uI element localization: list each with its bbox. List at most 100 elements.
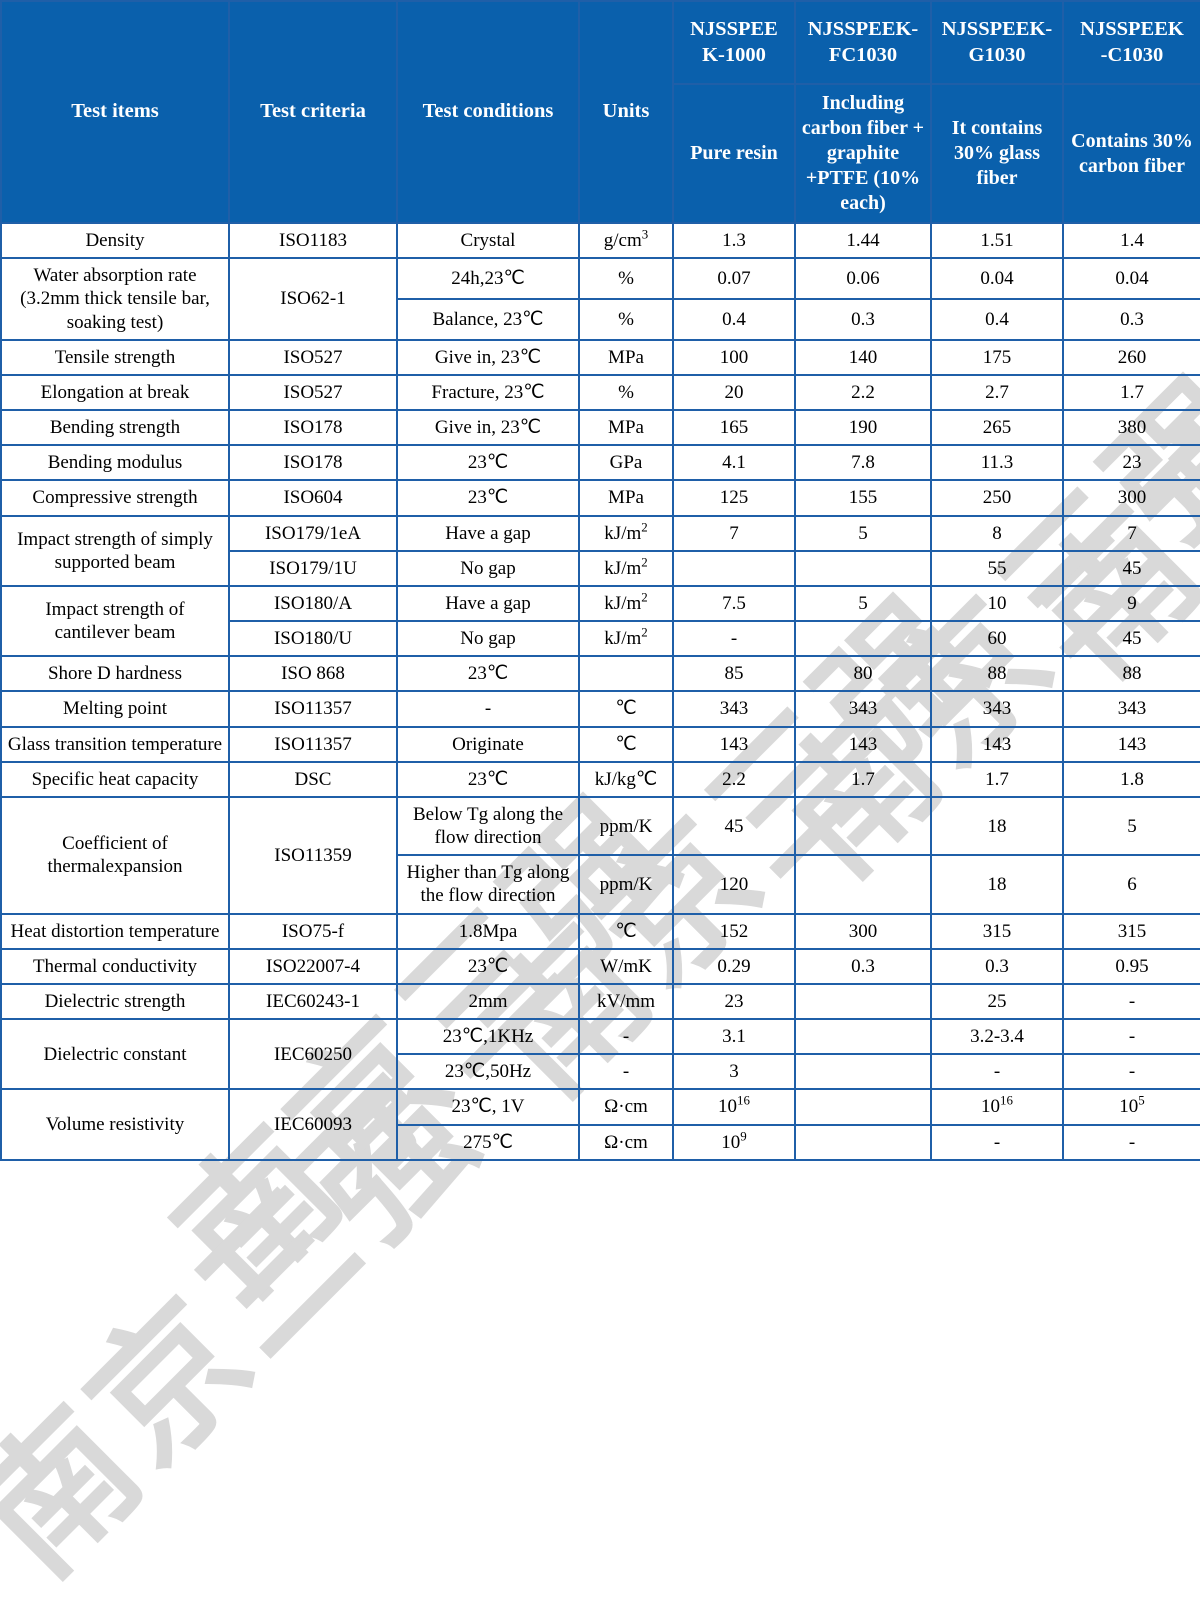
- test-criteria: ISO180/U: [228, 620, 398, 658]
- table-row: Specific heat capacity DSC 23℃ kJ/kg℃ 2.2 1.7…: [0, 760, 1200, 798]
- test-criteria: ISO62-1: [228, 257, 398, 341]
- test-condition: 2mm: [396, 982, 580, 1021]
- value-njsspeek-c1030: 23: [1062, 444, 1200, 482]
- table-row: Coefficient of thermalexpansion ISO11359 B…: [0, 795, 1200, 915]
- test-condition: 24h,23℃: [396, 257, 580, 300]
- measurement-unit: g/cm3: [578, 221, 674, 260]
- value-njsspeek-c1030: 1.8: [1062, 760, 1200, 798]
- test-condition: Have a gap: [396, 584, 580, 623]
- value-njsspeek-1000: 85: [672, 655, 796, 693]
- value-njsspeek-1000: 23: [672, 982, 796, 1021]
- value-njsspeek-fc1030: 0.3: [794, 297, 932, 341]
- value-njsspeek-g1030: 0.4: [930, 297, 1064, 341]
- header-row-titles: Test items Test criteria Test conditions…: [0, 0, 1200, 224]
- test-criteria: ISO180/A: [228, 584, 398, 623]
- value-njsspeek-fc1030: [794, 620, 932, 658]
- measurement-unit: kV/mm: [578, 982, 674, 1021]
- value-njsspeek-g1030: -: [930, 1123, 1064, 1161]
- test-criteria: ISO179/1eA: [228, 514, 398, 552]
- test-condition: 23℃,50Hz: [396, 1053, 580, 1091]
- value-njsspeek-g1030: 25: [930, 982, 1064, 1021]
- value-njsspeek-1000: 0.29: [672, 947, 796, 985]
- test-criteria: ISO22007-4: [228, 947, 398, 985]
- test-item-name: Coefficient of thermalexpansion: [0, 795, 230, 915]
- test-condition: Give in, 23℃: [396, 409, 580, 447]
- value-njsspeek-c1030: 260: [1062, 338, 1200, 376]
- value-njsspeek-c1030: 7: [1062, 514, 1200, 552]
- value-njsspeek-g1030: 0.04: [930, 257, 1064, 300]
- value-njsspeek-fc1030: [794, 1018, 932, 1056]
- value-njsspeek-fc1030: 0.06: [794, 257, 932, 300]
- exponent: 2: [641, 589, 648, 605]
- test-condition: Balance, 23℃: [396, 297, 580, 341]
- test-criteria: ISO178: [228, 444, 398, 482]
- exponent: 9: [740, 1128, 747, 1144]
- measurement-unit: ℃: [578, 725, 674, 763]
- test-condition: 23℃: [396, 479, 580, 517]
- test-item-name: Compressive strength: [0, 479, 230, 517]
- value-njsspeek-1000: 1016: [672, 1088, 796, 1126]
- value-njsspeek-fc1030: 5: [794, 514, 932, 552]
- value-njsspeek-c1030: 1.7: [1062, 373, 1200, 412]
- exponent: 16: [737, 1093, 750, 1109]
- product-name-line1: NJSSPEEK-: [941, 17, 1053, 40]
- value-njsspeek-g1030: 315: [930, 912, 1064, 950]
- value-njsspeek-1000: 20: [672, 373, 796, 412]
- measurement-unit: MPa: [578, 479, 674, 517]
- value-njsspeek-c1030: 0.04: [1062, 257, 1200, 300]
- value-njsspeek-g1030: 175: [930, 338, 1064, 376]
- table-row: Glass transition temperature ISO11357 Orig…: [0, 725, 1200, 763]
- value-njsspeek-g1030: 60: [930, 620, 1064, 658]
- value-njsspeek-1000: 109: [672, 1123, 796, 1161]
- test-condition: No gap: [396, 620, 580, 658]
- test-item-name: Impact strength of cantilever beam: [0, 584, 230, 658]
- test-criteria: ISO1183: [228, 221, 398, 260]
- test-condition: Higher than Tg along the flow direction: [396, 854, 580, 915]
- table-row: Tensile strength ISO527 Give in, 23℃ MPa 100…: [0, 338, 1200, 376]
- value-njsspeek-g1030: 1.51: [930, 221, 1064, 260]
- value-njsspeek-fc1030: [794, 549, 932, 587]
- column-desc-njsspeek-1000: Pure resin: [672, 83, 796, 224]
- value-njsspeek-c1030: 9: [1062, 584, 1200, 623]
- value-njsspeek-c1030: 5: [1062, 795, 1200, 857]
- column-header-units: Units: [578, 0, 674, 224]
- value-njsspeek-fc1030: [794, 1088, 932, 1126]
- value-njsspeek-1000: 45: [672, 795, 796, 857]
- value-njsspeek-1000: 7.5: [672, 584, 796, 623]
- test-criteria: ISO178: [228, 409, 398, 447]
- column-desc-njsspeek-g1030: It contains 30% glass fiber: [930, 83, 1064, 224]
- table-row: Volume resistivity IEC60093 23℃, 1V Ω·cm 101…: [0, 1088, 1200, 1161]
- test-item-name: Melting point: [0, 690, 230, 728]
- test-condition: No gap: [396, 549, 580, 587]
- value-njsspeek-c1030: 380: [1062, 409, 1200, 447]
- exponent: 2: [641, 624, 648, 640]
- test-item-name: Glass transition temperature: [0, 725, 230, 763]
- table-row: Impact strength of simply supported beam…: [0, 514, 1200, 587]
- exponent: 2: [641, 519, 648, 535]
- measurement-unit: ppm/K: [578, 795, 674, 857]
- test-criteria: IEC60250: [228, 1018, 398, 1091]
- test-condition: Originate: [396, 725, 580, 763]
- value-njsspeek-g1030: 143: [930, 725, 1064, 763]
- value-njsspeek-fc1030: 300: [794, 912, 932, 950]
- value-njsspeek-fc1030: 143: [794, 725, 932, 763]
- value-njsspeek-g1030: 250: [930, 479, 1064, 517]
- table-row: Density ISO1183 Crystal g/cm3 1.3 1.44 1.51 1.4: [0, 221, 1200, 260]
- value-njsspeek-c1030: -: [1062, 982, 1200, 1021]
- test-item-name: Water absorption rate (3.2mm thick tensi…: [0, 257, 230, 341]
- test-condition: 23℃: [396, 947, 580, 985]
- measurement-unit: GPa: [578, 444, 674, 482]
- value-njsspeek-1000: [672, 549, 796, 587]
- value-njsspeek-c1030: 315: [1062, 912, 1200, 950]
- value-njsspeek-g1030: 10: [930, 584, 1064, 623]
- value-njsspeek-fc1030: [794, 854, 932, 915]
- value-njsspeek-g1030: 55: [930, 549, 1064, 587]
- value-njsspeek-fc1030: 155: [794, 479, 932, 517]
- test-item-name: Thermal conductivity: [0, 947, 230, 985]
- value-njsspeek-1000: 125: [672, 479, 796, 517]
- measurement-unit: ppm/K: [578, 854, 674, 915]
- test-item-name: Tensile strength: [0, 338, 230, 376]
- test-condition: 23℃: [396, 655, 580, 693]
- table-row: Dielectric strength IEC60243-1 2mm kV/mm 23 2…: [0, 982, 1200, 1021]
- value-njsspeek-fc1030: 1.44: [794, 221, 932, 260]
